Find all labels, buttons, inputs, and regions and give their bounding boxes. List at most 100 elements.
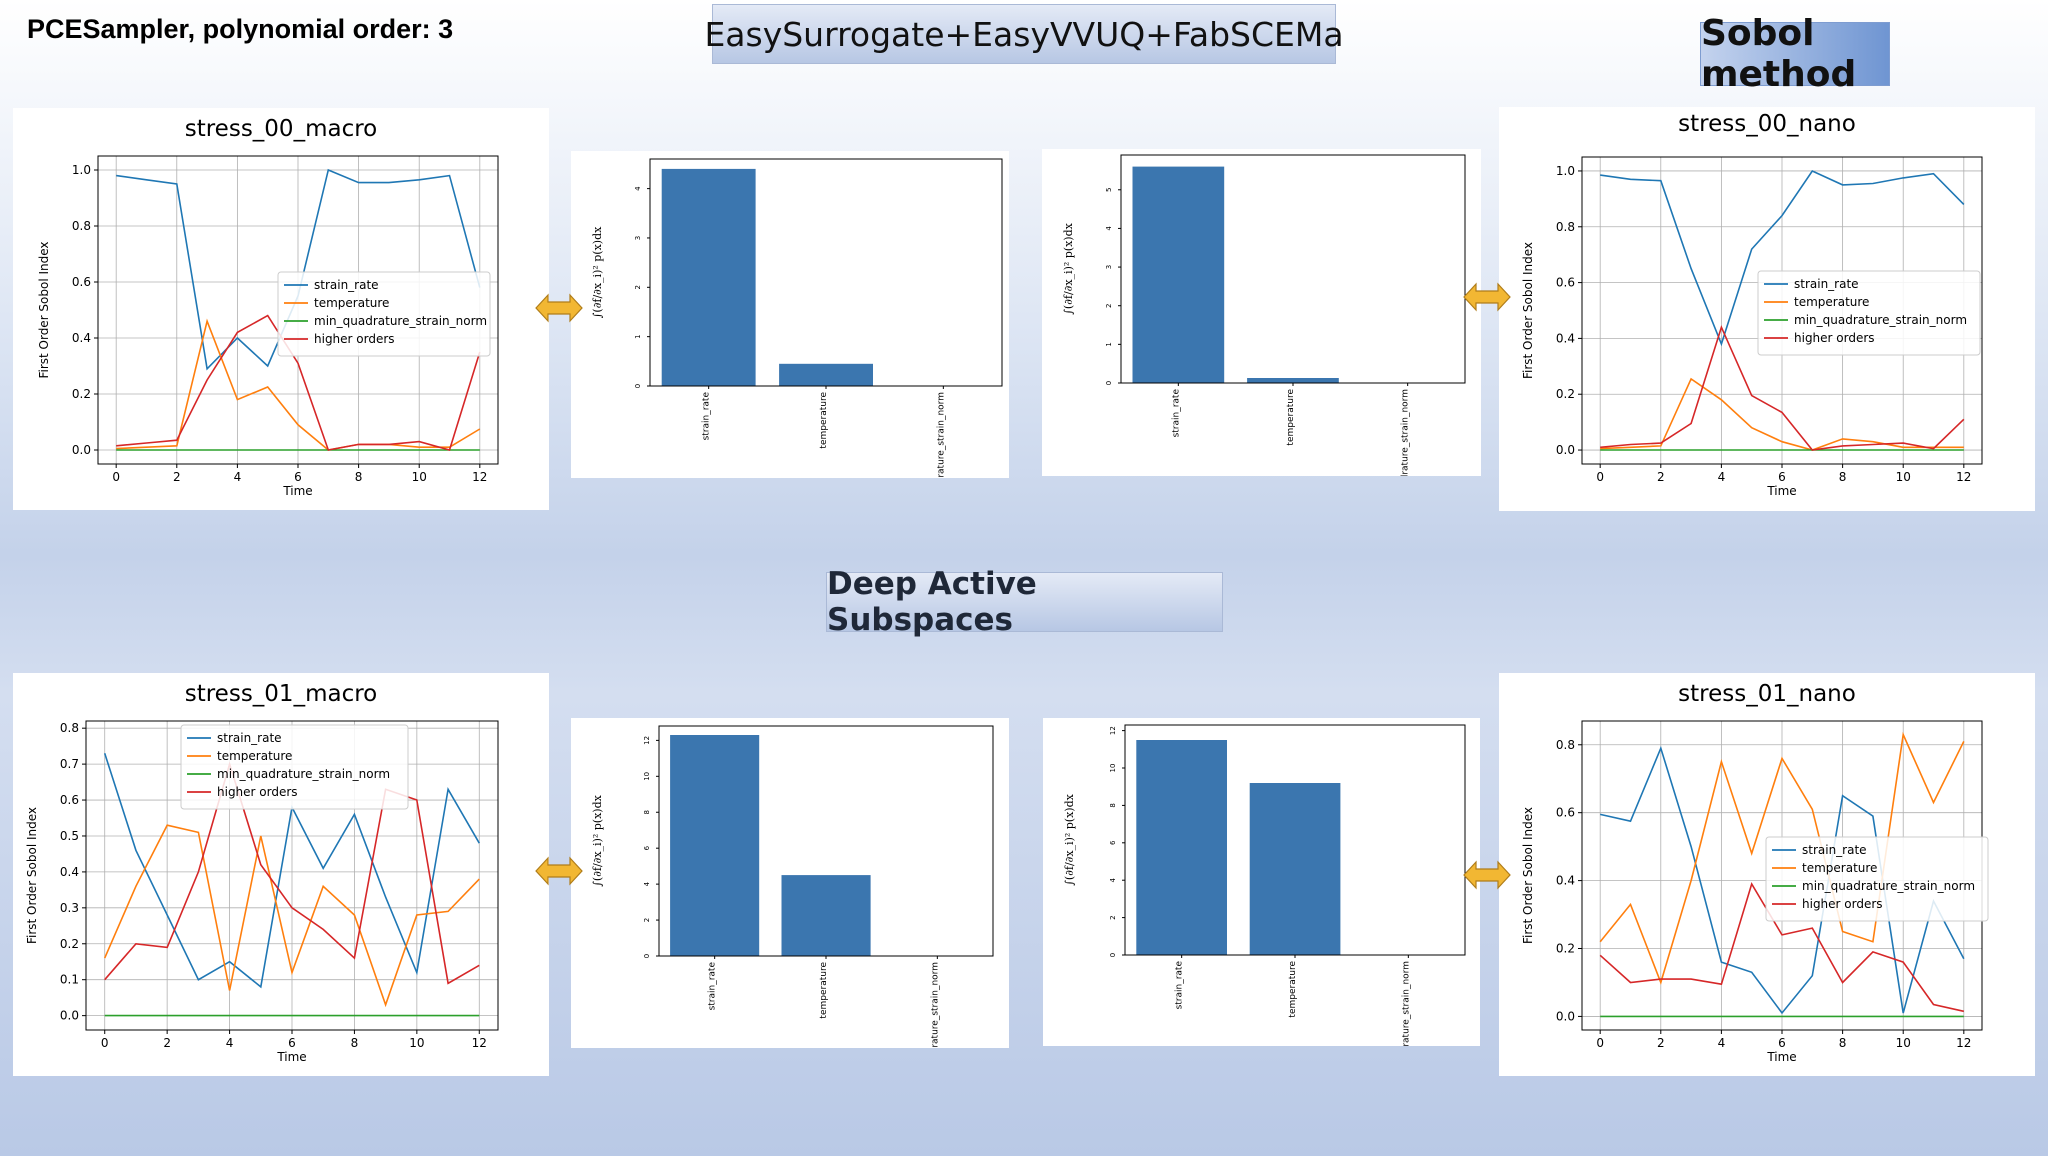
x-tick-label: 8 xyxy=(351,1036,359,1050)
y-tick-label: 0.2 xyxy=(60,937,79,951)
category-label: temperature xyxy=(819,962,829,1019)
x-tick-label: 2 xyxy=(163,1036,171,1050)
category-label: min_quadrature_strain_norm xyxy=(930,962,940,1048)
chart-title: stress_00_macro xyxy=(184,116,378,142)
x-axis-label: Time xyxy=(1766,1050,1796,1064)
category-label: strain_rate xyxy=(708,962,718,1011)
y-tick-label: 0.3 xyxy=(60,901,79,915)
x-tick-label: 2 xyxy=(1657,470,1665,484)
double-arrow-icon xyxy=(535,293,583,323)
x-tick-label: 2 xyxy=(1657,1036,1665,1050)
das-bar-00-macro-panel: 0 1 2 3 4 strain_rate temperature min_quadratur… xyxy=(571,151,1009,478)
series-line-higher-orders xyxy=(1599,882,1964,1013)
y-axis-label: First Order Sobol Index xyxy=(25,807,39,944)
das-bar-00-nano-panel: 0 1 2 3 4 5 strain_rate temperature min_quadratu… xyxy=(1042,149,1481,476)
y-tick-label: 2 xyxy=(643,918,651,922)
legend: strain_rate temperature min_quadrature_str… xyxy=(1765,836,1989,922)
category-label: strain_rate xyxy=(1171,389,1181,438)
x-tick-label: 6 xyxy=(1778,1036,1786,1050)
legend-label: higher orders xyxy=(1802,897,1883,911)
x-axis-label: Time xyxy=(282,484,312,498)
y-axis-label: ∫(∂f/∂x_i)² p(x)dx xyxy=(1063,793,1076,885)
y-axis-label: First Order Sobol Index xyxy=(1521,242,1535,379)
legend-label: higher orders xyxy=(1794,331,1875,345)
y-axis-label: ∫(∂f/∂x_i)² p(x)dx xyxy=(1062,222,1075,314)
bar-strain-rate xyxy=(1136,740,1227,955)
y-tick-label: 2 xyxy=(1105,303,1113,307)
category-label: temperature xyxy=(1288,961,1298,1018)
y-tick-label: 0 xyxy=(634,384,642,388)
y-tick-label: 4 xyxy=(643,881,651,886)
x-tick-label: 12 xyxy=(472,1036,487,1050)
y-tick-label: 0.2 xyxy=(1556,942,1575,956)
y-tick-label: 0.4 xyxy=(1556,331,1575,345)
x-tick-label: 4 xyxy=(226,1036,234,1050)
chart-title: stress_01_macro xyxy=(184,681,378,707)
y-tick-label: 10 xyxy=(643,772,651,781)
bar-temperature xyxy=(779,363,873,386)
y-tick-label: 5 xyxy=(1105,188,1113,192)
legend-label: temperature xyxy=(1802,861,1877,875)
stress-01-macro-chart: 0 2 4 6 8 10 12 0.0 0.1 0.2 0.3 0.4 0.5 0.6 0.7 0.8 Time… xyxy=(25,720,499,1064)
das-bar-01-macro-panel: 0 2 4 6 8 10 12 strain_rate temperature min_quadr… xyxy=(571,718,1009,1048)
stress-00-nano-panel: stress_00_nano 0 2 4 6 8 10 12 0.0 0.2 0.4 0.6 0.8 1… xyxy=(1499,107,2035,511)
double-arrow-icon xyxy=(1463,282,1511,312)
legend-label: strain_rate xyxy=(1794,277,1859,291)
y-axis-label: ∫(∂f/∂x_i)² p(x)dx xyxy=(591,794,604,886)
legend-label: min_quadrature_strain_norm xyxy=(1794,313,1967,327)
legend: strain_rate temperature min_quadrature_str… xyxy=(1757,270,1981,356)
y-tick-label: 2 xyxy=(1109,915,1117,919)
chart-title: stress_00_nano xyxy=(1678,111,1856,137)
workflow-banner: EasySurrogate+EasyVVUQ+FabSCEMa xyxy=(704,4,1344,64)
y-tick-label: 10 xyxy=(1109,764,1117,773)
legend-label: temperature xyxy=(1794,295,1869,309)
y-tick-label: 0.6 xyxy=(1556,276,1575,290)
series-line-temperature xyxy=(1600,377,1964,451)
y-tick-label: 0 xyxy=(1109,953,1117,957)
legend-label: strain_rate xyxy=(217,731,282,745)
category-label: temperature xyxy=(1286,389,1296,446)
y-tick-label: 1.0 xyxy=(72,163,91,177)
legend-box xyxy=(1765,836,1989,922)
y-tick-label: 0.2 xyxy=(1556,387,1575,401)
legend-label: strain_rate xyxy=(314,278,379,292)
y-tick-label: 0.8 xyxy=(60,721,79,735)
y-tick-label: 0.0 xyxy=(60,1009,79,1023)
chart-title: stress_01_nano xyxy=(1678,681,1856,707)
stress-01-macro-panel: stress_01_macro 0 2 4 6 8 10 12 0.0 0.1 0.2 0.3 0.4… xyxy=(13,673,549,1076)
y-tick-label: 3 xyxy=(1105,265,1113,269)
legend-label: higher orders xyxy=(217,785,298,799)
y-tick-label: 0.6 xyxy=(60,793,79,807)
y-tick-label: 2 xyxy=(634,285,642,289)
x-tick-label: 6 xyxy=(294,470,302,484)
y-tick-label: 0.8 xyxy=(1556,738,1575,752)
series-line-temperature xyxy=(116,318,481,451)
y-axis-label: First Order Sobol Index xyxy=(1521,807,1535,944)
y-tick-label: 0.8 xyxy=(1556,220,1575,234)
y-tick-label: 0.4 xyxy=(60,865,79,879)
das-bar-00-macro-chart: 0 1 2 3 4 strain_rate temperature min_quadratur… xyxy=(591,158,1003,478)
series-line-higher-orders xyxy=(104,761,480,985)
y-tick-label: 0.0 xyxy=(72,443,91,457)
stress-00-macro-chart: 0 2 4 6 8 10 12 0.0 0.2 0.4 0.6 0.8 1.0 Time First Ord… xyxy=(37,155,499,498)
y-tick-label: 0 xyxy=(1105,381,1113,385)
series-line-temperature xyxy=(103,824,480,1008)
y-tick-label: 8 xyxy=(643,810,651,814)
category-label: min_quadrature_strain_norm xyxy=(936,392,946,478)
y-tick-label: 0.4 xyxy=(72,331,91,345)
category-label: temperature xyxy=(819,392,829,449)
legend-label: temperature xyxy=(217,749,292,763)
y-tick-label: 0.8 xyxy=(72,219,91,233)
sampler-title: PCESampler, polynomial order: 3 xyxy=(27,14,454,44)
y-tick-label: 0.4 xyxy=(1556,874,1575,888)
y-tick-label: 0.6 xyxy=(1556,806,1575,820)
category-label: strain_rate xyxy=(702,392,712,441)
legend-label: temperature xyxy=(314,296,389,310)
y-tick-label: 4 xyxy=(634,186,642,191)
x-tick-label: 0 xyxy=(112,470,120,484)
stress-01-nano-chart: 0 2 4 6 8 10 12 0.0 0.2 0.4 0.6 0.8 Time First Order … xyxy=(1521,720,1989,1064)
y-axis-label: ∫(∂f/∂x_i)² p(x)dx xyxy=(591,226,604,318)
x-axis-label: Time xyxy=(276,1050,306,1064)
category-label: min_quadrature_strain_norm xyxy=(1401,389,1411,476)
x-tick-label: 6 xyxy=(1778,470,1786,484)
